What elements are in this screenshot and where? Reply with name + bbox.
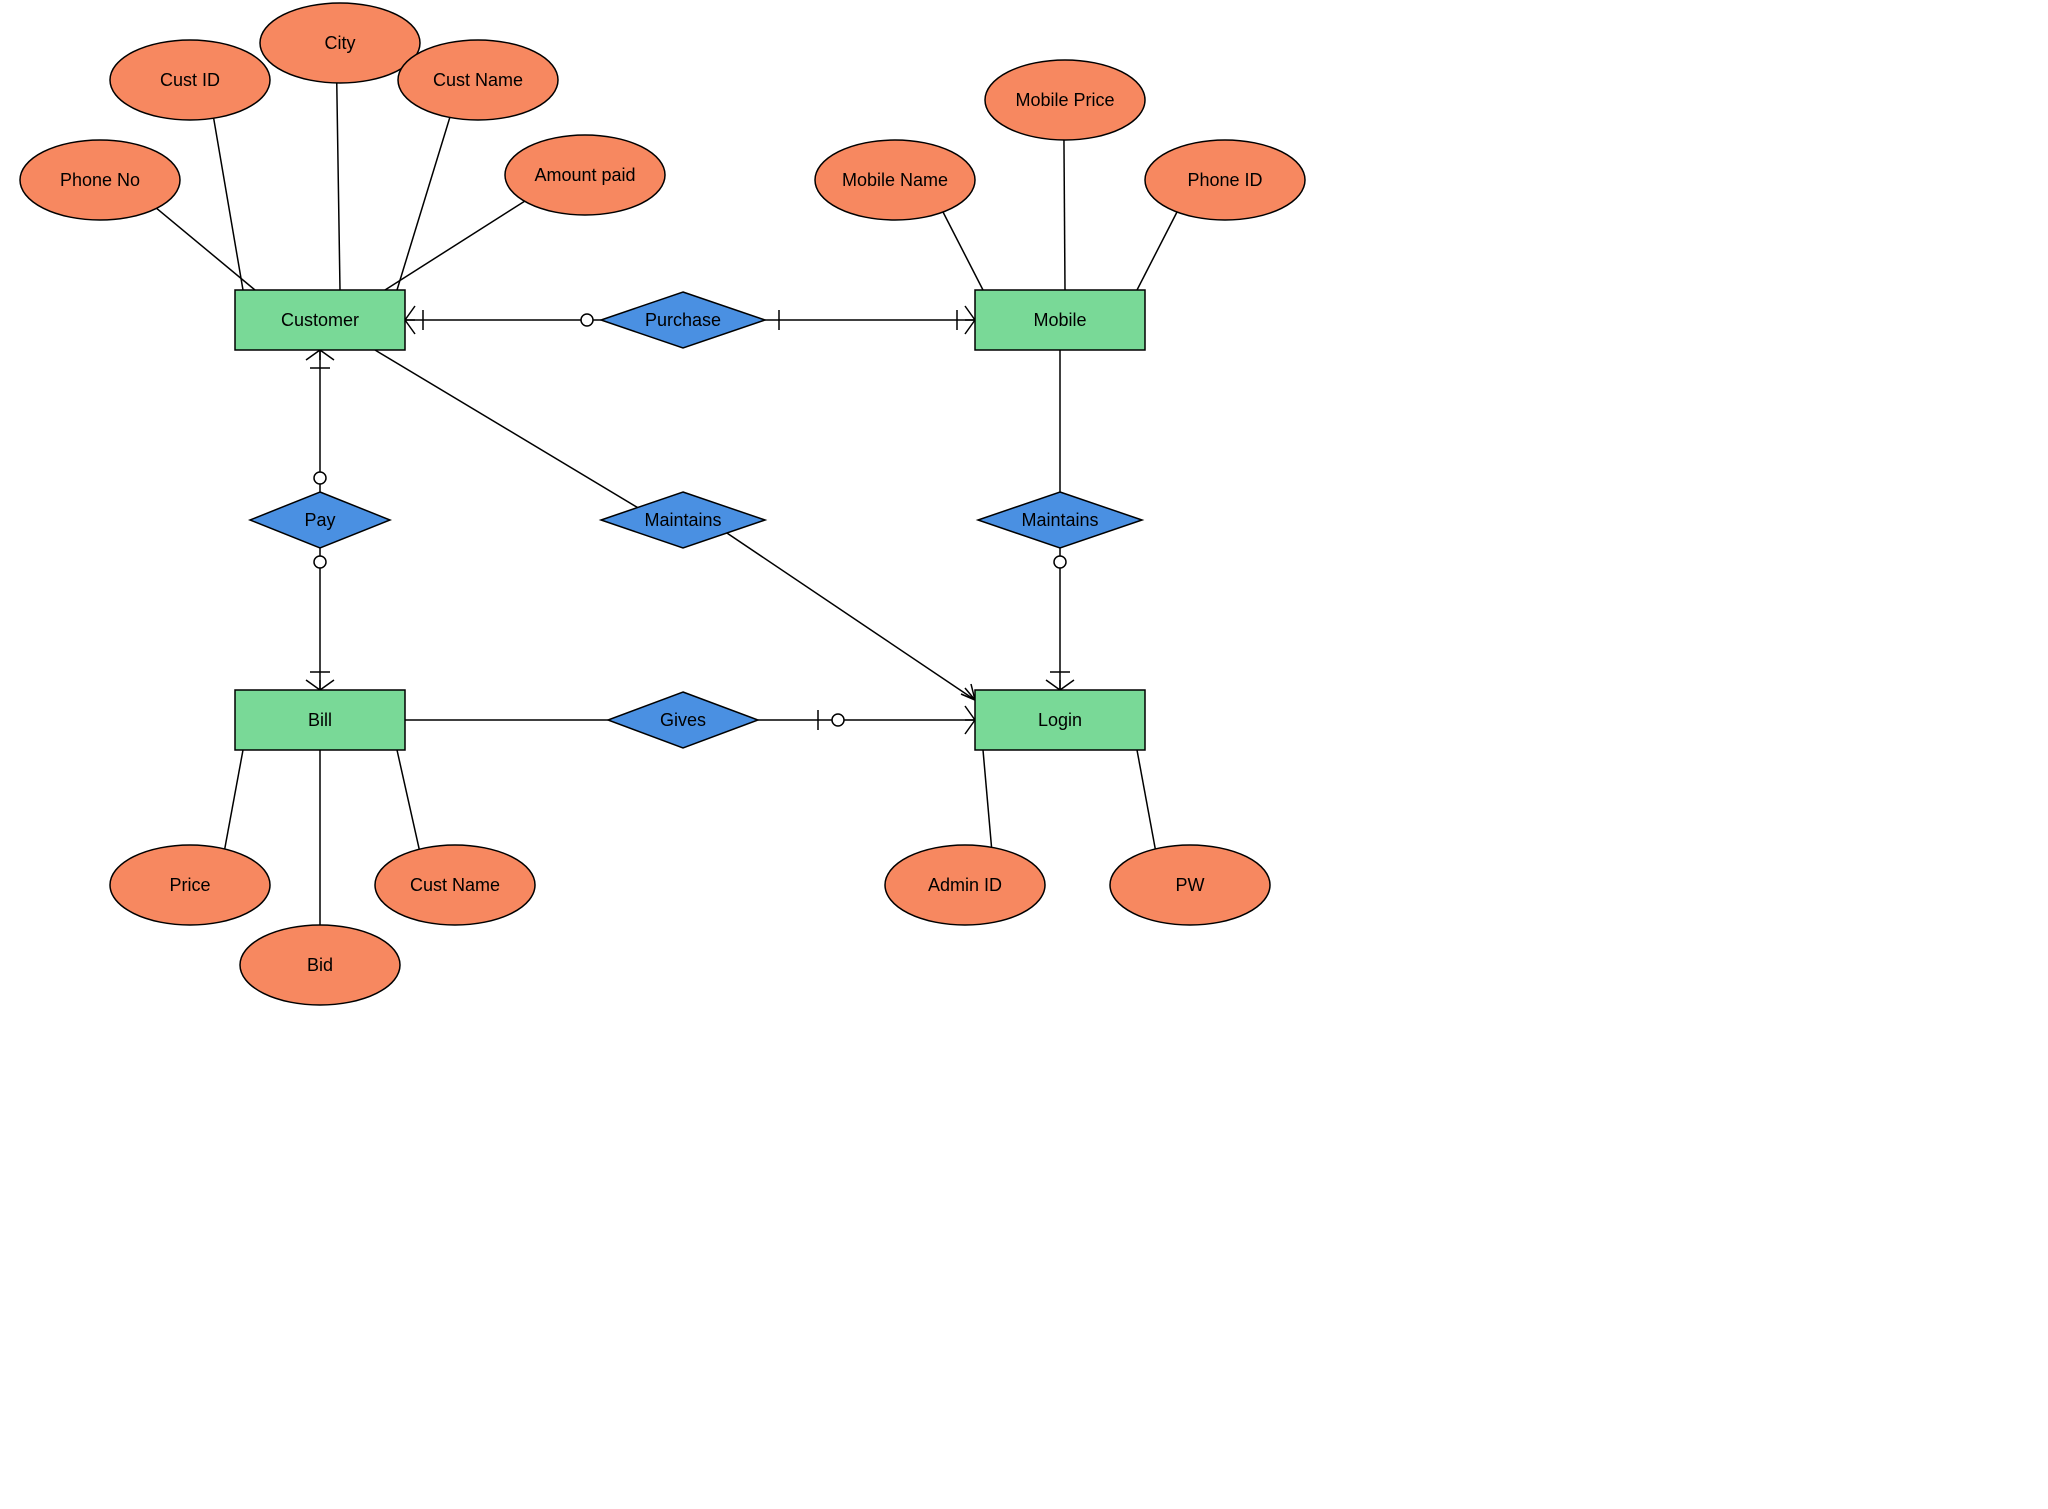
- svg-text:Phone No: Phone No: [60, 170, 140, 190]
- svg-text:City: City: [325, 33, 356, 53]
- svg-text:Phone ID: Phone ID: [1187, 170, 1262, 190]
- svg-text:Mobile Name: Mobile Name: [842, 170, 948, 190]
- svg-text:Mobile Price: Mobile Price: [1015, 90, 1114, 110]
- svg-text:Bid: Bid: [307, 955, 333, 975]
- relationship-pay: Pay: [250, 492, 390, 548]
- attribute-pw: PW: [1110, 845, 1270, 925]
- entity-customer: Customer: [235, 290, 405, 350]
- relationship-gives: Gives: [608, 692, 758, 748]
- attribute-price: Price: [110, 845, 270, 925]
- entity-bill: Bill: [235, 690, 405, 750]
- er-diagram-canvas: Phone No Cust ID City Cust Name Amount paid M…: [0, 0, 1524, 1123]
- attribute-mobile_name: Mobile Name: [815, 140, 975, 220]
- relationship-purchase: Purchase: [601, 292, 765, 348]
- entity-login: Login: [975, 690, 1145, 750]
- attribute-city: City: [260, 3, 420, 83]
- svg-text:Gives: Gives: [660, 710, 706, 730]
- svg-text:Customer: Customer: [281, 310, 359, 330]
- relationship-maintains2: Maintains: [978, 492, 1142, 548]
- nodes-layer: Phone No Cust ID City Cust Name Amount paid M…: [20, 3, 1305, 1005]
- attribute-cust_name2: Cust Name: [375, 845, 535, 925]
- svg-text:Amount paid: Amount paid: [534, 165, 635, 185]
- attribute-cust_id: Cust ID: [110, 40, 270, 120]
- attribute-cust_name1: Cust Name: [398, 40, 558, 120]
- attribute-phone_no: Phone No: [20, 140, 180, 220]
- svg-text:Mobile: Mobile: [1033, 310, 1086, 330]
- attribute-phone_id: Phone ID: [1145, 140, 1305, 220]
- svg-text:Login: Login: [1038, 710, 1082, 730]
- svg-text:Purchase: Purchase: [645, 310, 721, 330]
- attribute-admin_id: Admin ID: [885, 845, 1045, 925]
- svg-text:Admin ID: Admin ID: [928, 875, 1002, 895]
- entity-mobile: Mobile: [975, 290, 1145, 350]
- svg-text:Pay: Pay: [304, 510, 335, 530]
- svg-text:Bill: Bill: [308, 710, 332, 730]
- svg-text:Cust Name: Cust Name: [433, 70, 523, 90]
- svg-text:Cust ID: Cust ID: [160, 70, 220, 90]
- svg-text:Cust Name: Cust Name: [410, 875, 500, 895]
- attribute-bid: Bid: [240, 925, 400, 1005]
- svg-text:PW: PW: [1176, 875, 1205, 895]
- svg-text:Price: Price: [169, 875, 210, 895]
- svg-text:Maintains: Maintains: [644, 510, 721, 530]
- attribute-mobile_price: Mobile Price: [985, 60, 1145, 140]
- svg-text:Maintains: Maintains: [1021, 510, 1098, 530]
- attribute-amount_paid: Amount paid: [505, 135, 665, 215]
